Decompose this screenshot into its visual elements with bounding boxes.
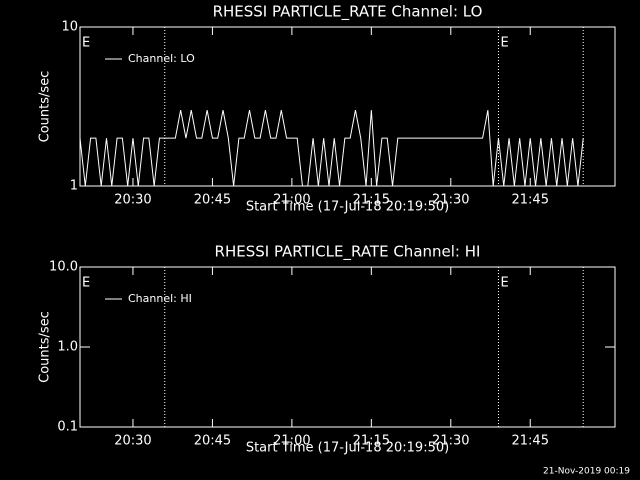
y-tick-label: 1.0 [57,340,78,355]
y-axis-label: Counts/sec [38,71,53,143]
data-line [79,110,584,187]
footer: 21-Nov-2019 00:19 [543,467,630,477]
x-tick-label: 20:45 [194,434,231,449]
x-tick-label: 21:15 [353,434,390,449]
annotation: E [500,276,508,291]
y-tick-label: 10.0 [49,260,78,275]
plot-frame [79,26,616,187]
x-tick-label: 21:00 [273,434,310,449]
chart-title: RHESSI PARTICLE_RATE Channel: LO [213,3,483,22]
x-tick-label: 20:30 [114,193,151,208]
x-tick-label: 21:30 [432,434,469,449]
x-axis-label: Start Time (17-Jul-18 20:19:50) [246,441,449,456]
x-tick-label: 21:45 [512,434,549,449]
x-tick-label: 20:45 [194,193,231,208]
legend-label: Channel: LO [128,52,195,65]
x-tick-label: 21:15 [353,193,390,208]
y-tick-label: 0.1 [57,420,78,435]
y-tick-label: 10 [61,20,78,35]
y-tick-label: 1 [70,179,78,194]
annotation: E [82,36,90,51]
x-tick-label: 20:30 [114,434,151,449]
chart-title: RHESSI PARTICLE_RATE Channel: HI [215,243,481,262]
legend-label: Channel: HI [128,292,192,305]
x-tick-label: 21:45 [512,193,549,208]
y-axis-label: Counts/sec [38,311,53,383]
x-axis-label: Start Time (17-Jul-18 20:19:50) [246,200,449,215]
plot-frame [79,266,616,428]
annotation: E [500,36,508,51]
x-tick-label: 21:30 [432,193,469,208]
x-tick-label: 21:00 [273,193,310,208]
annotation: E [82,276,90,291]
